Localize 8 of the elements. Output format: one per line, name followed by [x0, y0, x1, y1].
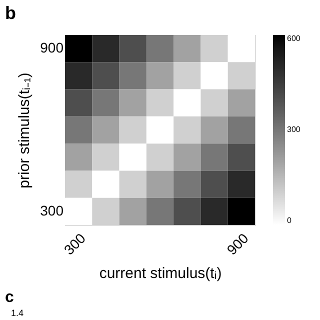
text: 1.4 — [11, 308, 24, 318]
x-axis-title: current stimulus(tᵢ) — [99, 264, 222, 282]
text: c — [5, 289, 14, 306]
chart-title: b — [5, 3, 16, 23]
color-bar-label: 0 — [287, 216, 292, 225]
color-bar-label: 600 — [287, 34, 301, 43]
color-bar-label: 300 — [287, 125, 301, 134]
y-axis-title: prior stimulus(tᵢ₋₁) — [16, 72, 34, 188]
